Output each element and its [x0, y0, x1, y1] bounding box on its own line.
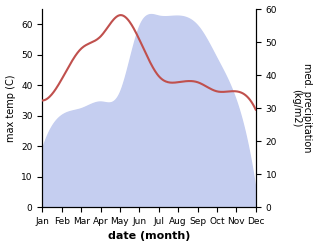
- X-axis label: date (month): date (month): [108, 231, 190, 242]
- Y-axis label: med. precipitation
(kg/m2): med. precipitation (kg/m2): [291, 63, 313, 153]
- Y-axis label: max temp (C): max temp (C): [5, 74, 16, 142]
